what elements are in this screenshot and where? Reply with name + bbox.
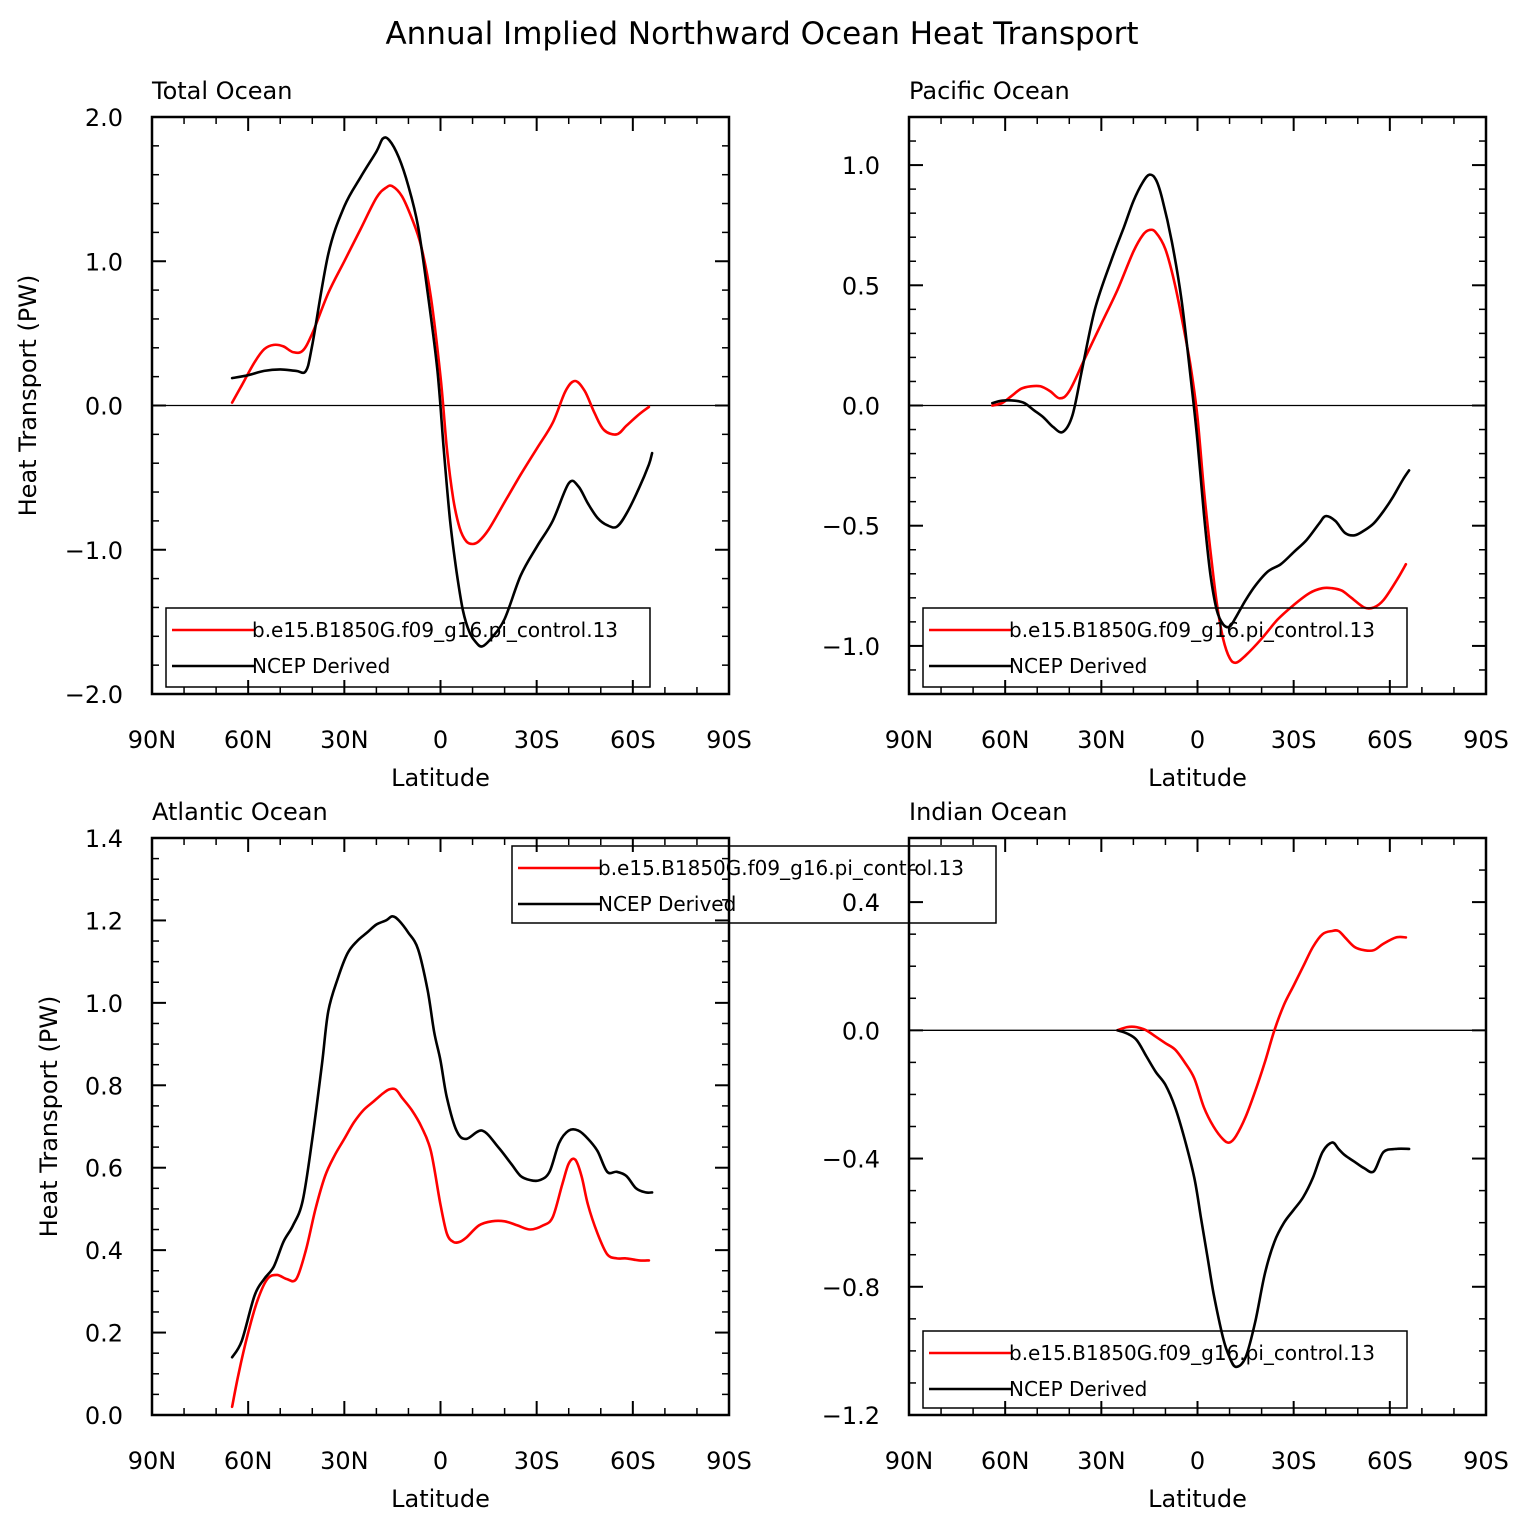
x-tick-label: 30N bbox=[1077, 1447, 1126, 1475]
panel-total-ocean: Total Ocean 90N 60N 30N 0 30S 60S 90S −2.0 −1.0 0.… bbox=[14, 77, 752, 792]
x-tick-label: 60S bbox=[1367, 1447, 1413, 1475]
panel-pacific-ocean: Pacific Ocean 90N 60N 30N 0 30S 60S 90S −1.0 −0.5… bbox=[822, 77, 1509, 792]
legend-box bbox=[165, 607, 651, 688]
legend: b.e15.B1850G.f09_g16.pi_control.13 NCEP D… bbox=[922, 1330, 1408, 1409]
y-axis-label: Heat Transport (PW) bbox=[35, 996, 63, 1238]
x-tick-label: 0 bbox=[433, 726, 448, 754]
legend-label: b.e15.B1850G.f09_g16.pi_control.13 bbox=[252, 618, 618, 642]
y-tick-label: −0.8 bbox=[822, 1274, 880, 1302]
y-tick-label: 0.0 bbox=[85, 393, 123, 421]
x-tick-label: 0 bbox=[1190, 1447, 1205, 1475]
panel-title: Atlantic Ocean bbox=[152, 798, 328, 826]
series-line-model bbox=[230, 1087, 651, 1409]
x-tick-label: 60S bbox=[1367, 726, 1413, 754]
x-tick-label: 90S bbox=[1463, 726, 1509, 754]
x-tick-label: 30N bbox=[1077, 726, 1126, 754]
panel-atlantic-ocean: Atlantic Ocean 90N 60N 30N 0 30S 60S 90S 0.0 0.2 0… bbox=[35, 798, 997, 1513]
legend-label: NCEP Derived bbox=[252, 654, 390, 678]
y-tick-label: 0.4 bbox=[842, 889, 880, 917]
y-tick-label: −0.4 bbox=[822, 1146, 880, 1174]
x-tick-label: 90S bbox=[706, 1447, 752, 1475]
y-tick-label: −1.0 bbox=[65, 537, 123, 565]
y-tick-label: 0.4 bbox=[85, 1237, 123, 1265]
legend: b.e15.B1850G.f09_g16.pi_control.13 NCEP D… bbox=[511, 845, 997, 924]
x-tick-label: 30S bbox=[1271, 726, 1317, 754]
x-tick-label: 60S bbox=[610, 726, 656, 754]
y-tick-label: 0.5 bbox=[842, 272, 880, 300]
x-tick-label: 60N bbox=[981, 726, 1030, 754]
panel-title: Pacific Ocean bbox=[909, 77, 1070, 105]
y-tick-label: 1.0 bbox=[85, 248, 123, 276]
x-tick-label: 90N bbox=[128, 726, 177, 754]
legend-box bbox=[922, 607, 1408, 688]
x-tick-label: 90N bbox=[885, 1447, 934, 1475]
panel-indian-ocean: Indian Ocean 90N 60N 30N 0 30S 60S 90S −1.2 −0.8 −… bbox=[822, 798, 1509, 1513]
y-tick-label: −0.5 bbox=[822, 513, 880, 541]
legend-box bbox=[922, 1330, 1408, 1409]
x-tick-label: 90N bbox=[128, 1447, 177, 1475]
legend-label: b.e15.B1850G.f09_g16.pi_control.13 bbox=[1009, 618, 1375, 642]
y-tick-label: −1.0 bbox=[822, 633, 880, 661]
y-tick-label: 1.2 bbox=[85, 907, 123, 935]
y-tick-label: −2.0 bbox=[65, 681, 123, 709]
x-tick-label: 90S bbox=[706, 726, 752, 754]
x-tick-label: 30N bbox=[320, 1447, 369, 1475]
legend-label: NCEP Derived bbox=[1009, 654, 1147, 678]
series-line-ncep-derived bbox=[991, 173, 1411, 629]
series-line-ncep-derived bbox=[230, 915, 654, 1359]
legend-label: b.e15.B1850G.f09_g16.pi_control.13 bbox=[1009, 1341, 1375, 1365]
y-tick-label: 0.0 bbox=[842, 393, 880, 421]
series-line-model bbox=[1116, 929, 1408, 1144]
y-tick-label: 0.6 bbox=[85, 1155, 123, 1183]
x-tick-label: 60N bbox=[224, 1447, 273, 1475]
x-tick-label: 0 bbox=[433, 1447, 448, 1475]
x-axis-label: Latitude bbox=[1148, 1485, 1247, 1513]
x-tick-label: 30N bbox=[320, 726, 369, 754]
panels: Total Ocean 90N 60N 30N 0 30S 60S 90S −2.0 −1.0 0.… bbox=[14, 77, 1509, 1513]
y-tick-label: 0.0 bbox=[85, 1402, 123, 1430]
x-tick-label: 60S bbox=[610, 1447, 656, 1475]
plot-frame bbox=[150, 836, 731, 1417]
x-tick-label: 60N bbox=[981, 1447, 1030, 1475]
legend-box bbox=[511, 845, 997, 924]
series-line-ncep-derived bbox=[1116, 1029, 1411, 1369]
figure-title: Annual Implied Northward Ocean Heat Tran… bbox=[385, 16, 1138, 52]
plot-frame bbox=[907, 836, 1488, 1417]
x-tick-label: 30S bbox=[1271, 1447, 1317, 1475]
legend-label: b.e15.B1850G.f09_g16.pi_control.13 bbox=[598, 856, 964, 880]
y-tick-label: 1.0 bbox=[85, 990, 123, 1018]
legend-label: NCEP Derived bbox=[1009, 1377, 1147, 1401]
x-axis-label: Latitude bbox=[391, 764, 490, 792]
series-line-model bbox=[991, 228, 1408, 665]
y-tick-label: 1.4 bbox=[85, 825, 123, 853]
legend: b.e15.B1850G.f09_g16.pi_control.13 NCEP D… bbox=[165, 607, 651, 688]
y-tick-label: 0.8 bbox=[85, 1072, 123, 1100]
series-line-model bbox=[230, 184, 651, 546]
x-tick-label: 90N bbox=[885, 726, 934, 754]
y-axis-label: Heat Transport (PW) bbox=[14, 275, 42, 517]
panel-title: Indian Ocean bbox=[909, 798, 1068, 826]
y-tick-label: 0.0 bbox=[842, 1017, 880, 1045]
x-tick-label: 90S bbox=[1463, 1447, 1509, 1475]
legend: b.e15.B1850G.f09_g16.pi_control.13 NCEP D… bbox=[922, 607, 1408, 688]
x-axis-label: Latitude bbox=[391, 1485, 490, 1513]
x-tick-label: 0 bbox=[1190, 726, 1205, 754]
x-axis-label: Latitude bbox=[1148, 764, 1247, 792]
y-tick-label: 1.0 bbox=[842, 152, 880, 180]
y-tick-label: 2.0 bbox=[85, 104, 123, 132]
y-tick-label: 0.2 bbox=[85, 1320, 123, 1348]
x-tick-label: 60N bbox=[224, 726, 273, 754]
x-tick-label: 30S bbox=[514, 726, 560, 754]
legend-label: NCEP Derived bbox=[598, 892, 736, 916]
x-tick-label: 30S bbox=[514, 1447, 560, 1475]
y-tick-label: −1.2 bbox=[822, 1402, 880, 1430]
series-line-ncep-derived bbox=[230, 136, 654, 648]
panel-title: Total Ocean bbox=[151, 77, 292, 105]
